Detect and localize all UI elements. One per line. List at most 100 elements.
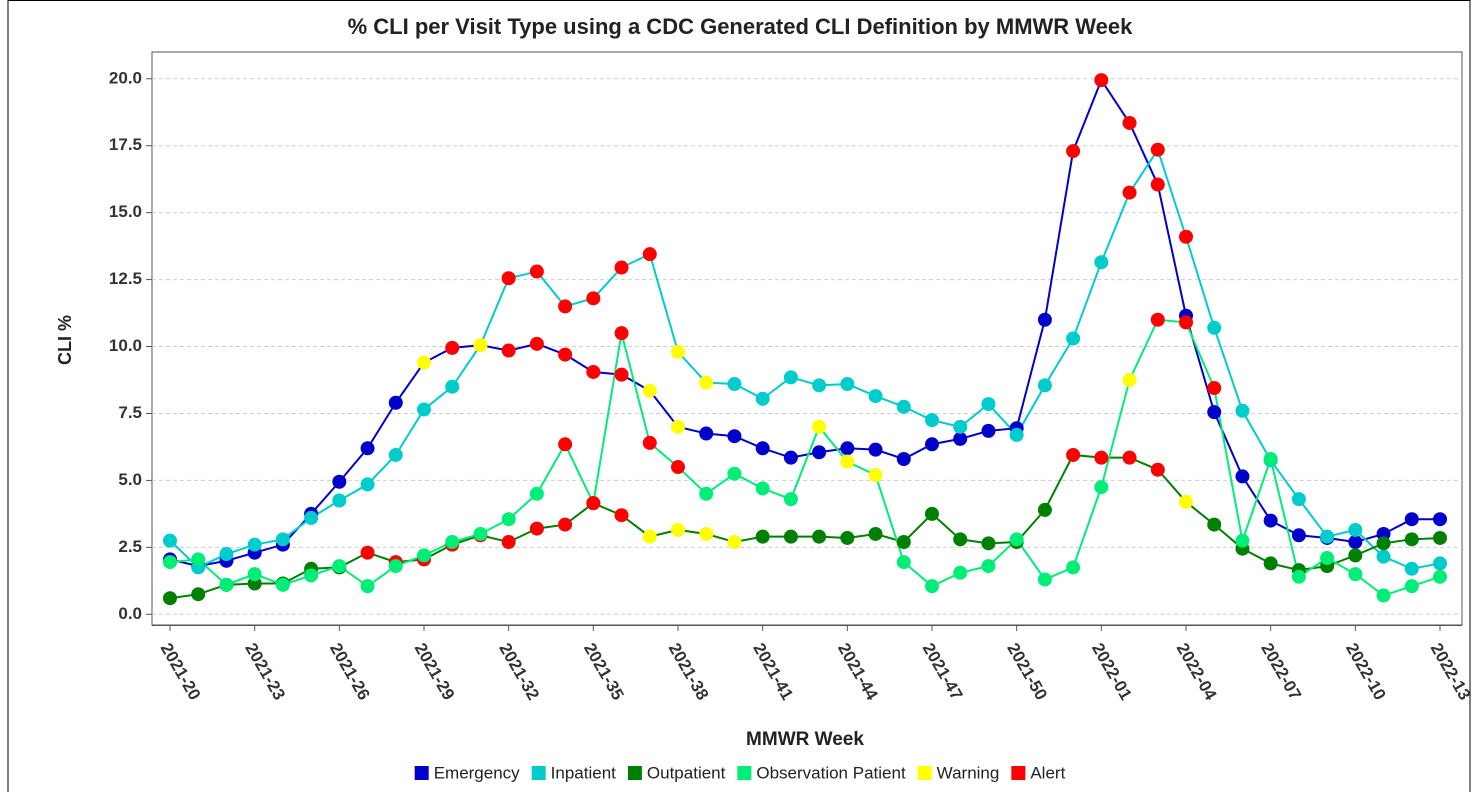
point (1207, 381, 1222, 396)
point (840, 454, 855, 469)
point (445, 534, 460, 549)
series-line (169, 147, 1441, 570)
point (1179, 494, 1193, 509)
point (896, 555, 911, 570)
point (1433, 569, 1447, 584)
point (529, 486, 544, 501)
point (1348, 548, 1363, 563)
point (1122, 115, 1137, 130)
point (191, 552, 206, 567)
legend-swatch (414, 766, 429, 780)
point (1179, 315, 1193, 330)
point (529, 264, 544, 279)
point (332, 559, 347, 574)
point (1179, 229, 1193, 244)
point (1235, 533, 1250, 548)
point (671, 460, 685, 475)
plot-area (151, 51, 1463, 626)
x-axis-title: MMWR Week (746, 729, 864, 750)
point (783, 450, 798, 465)
point (191, 587, 206, 602)
legend: Emergency Inpatient Outpatient Observation … (414, 763, 1066, 782)
point (783, 529, 798, 544)
point (388, 447, 403, 462)
point (614, 508, 629, 523)
point (275, 577, 290, 592)
y-tick-label: 10.0 (109, 336, 142, 355)
legend-label: Observation Patient (756, 763, 906, 782)
point (1037, 312, 1052, 327)
point (981, 536, 996, 551)
point (558, 347, 573, 362)
point (332, 493, 347, 508)
point (868, 468, 883, 483)
point (671, 344, 685, 359)
point (501, 534, 516, 549)
point (896, 534, 911, 549)
point (1066, 447, 1081, 462)
point (1348, 522, 1363, 537)
point (1404, 532, 1419, 547)
point (1404, 561, 1419, 576)
point (981, 559, 996, 574)
point (727, 534, 742, 549)
point (332, 474, 347, 489)
point (896, 451, 911, 466)
point (981, 423, 996, 438)
point (163, 555, 177, 570)
point (1235, 469, 1250, 484)
point (981, 397, 996, 412)
point (614, 260, 629, 275)
point (445, 379, 460, 394)
point (1150, 312, 1165, 327)
point (812, 419, 827, 434)
point (529, 336, 544, 351)
point (671, 419, 685, 434)
y-tick-label: 20.0 (109, 68, 142, 87)
point (699, 526, 714, 541)
point (925, 413, 939, 428)
point (699, 426, 714, 441)
legend-label: Outpatient (647, 763, 726, 782)
point (953, 565, 968, 580)
point (1348, 567, 1363, 582)
point (925, 506, 939, 521)
point (1150, 177, 1165, 192)
legend-label: Warning (937, 763, 1000, 782)
point (586, 364, 601, 379)
point (1263, 556, 1278, 571)
point (219, 577, 234, 592)
point (247, 567, 262, 582)
point (1150, 142, 1165, 157)
point (614, 326, 629, 341)
point (473, 338, 488, 353)
point (1009, 532, 1024, 547)
point (868, 389, 883, 404)
point (1433, 530, 1447, 545)
point (783, 492, 798, 507)
point (304, 568, 319, 583)
legend-swatch (1011, 766, 1026, 780)
series-line (169, 453, 1441, 600)
point (755, 391, 770, 406)
point (1094, 73, 1109, 88)
point (953, 532, 968, 547)
point (360, 477, 375, 492)
y-tick-label: 2.5 (118, 537, 142, 556)
y-tick-label: 7.5 (118, 403, 142, 422)
point (304, 510, 319, 525)
point (727, 429, 742, 444)
point (417, 548, 431, 563)
point (783, 370, 798, 385)
point (558, 437, 573, 452)
point (1122, 450, 1137, 465)
point (163, 591, 177, 606)
point (755, 441, 770, 456)
point (1066, 331, 1081, 346)
chart-title: % CLI per Visit Type using a CDC Generat… (348, 14, 1134, 39)
point (812, 445, 827, 460)
point (1037, 378, 1052, 393)
point (501, 343, 516, 358)
point (755, 481, 770, 496)
point (1433, 556, 1447, 571)
